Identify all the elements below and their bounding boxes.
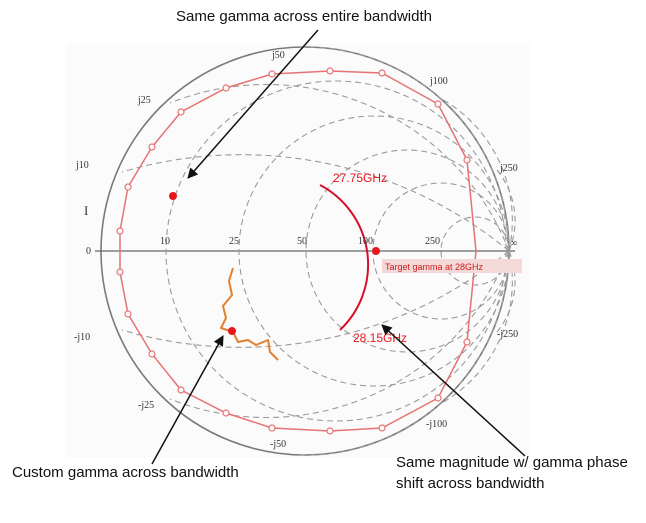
outer-gamma-markers bbox=[116, 67, 471, 435]
gamma-marker bbox=[378, 69, 386, 77]
callout-same-gamma: Same gamma across entire bandwidth bbox=[176, 8, 432, 25]
gamma-marker bbox=[124, 183, 132, 191]
outer-gamma-polygon bbox=[119, 70, 477, 432]
label-reactance-j100: j100 bbox=[429, 76, 448, 87]
arrow-bottom-right-callout bbox=[381, 324, 526, 457]
callout-custom-gamma: Custom gamma across bandwidth bbox=[12, 464, 239, 481]
constant-gamma-dot bbox=[169, 192, 177, 200]
phase-shift-arc bbox=[319, 184, 370, 331]
constant-gamma-trace bbox=[116, 67, 477, 435]
gamma-marker bbox=[124, 310, 132, 318]
arrow-bottom-left-callout bbox=[151, 335, 224, 465]
reactance-arc-j10 bbox=[121, 154, 510, 252]
marker-indicator: I bbox=[84, 203, 88, 218]
label-reactance-neg-j25: -j25 bbox=[138, 400, 154, 411]
reactance-arc-j100 bbox=[439, 97, 513, 252]
label-resistance-10: 10 bbox=[160, 236, 170, 247]
gamma-marker bbox=[177, 386, 185, 394]
gamma-marker bbox=[148, 350, 156, 358]
reactance-arc-neg-j50 bbox=[299, 250, 510, 456]
label-resistance-50: 50 bbox=[297, 236, 307, 247]
target-gamma-label: Target gamma at 28GHz bbox=[385, 262, 484, 272]
callout-phase-shift: Same magnitude w/ gamma phase shift acro… bbox=[396, 454, 628, 492]
arrow-top-callout bbox=[187, 29, 319, 179]
gamma-marker bbox=[268, 424, 276, 432]
gamma-marker bbox=[222, 84, 230, 92]
label-reactance-neg-j100: -j100 bbox=[426, 419, 447, 430]
custom-gamma-dot bbox=[228, 327, 236, 335]
gamma-marker bbox=[463, 156, 471, 164]
label-resistance-250: 250 bbox=[425, 236, 440, 247]
label-reactance-neg-j50: -j50 bbox=[270, 439, 286, 450]
gamma-marker bbox=[326, 427, 334, 435]
gamma-marker bbox=[116, 268, 124, 276]
label-resistance-0: 0 bbox=[86, 246, 91, 257]
resistance-circle-10 bbox=[165, 80, 507, 422]
gamma-marker bbox=[463, 338, 471, 346]
reactance-arc-neg-j100 bbox=[439, 250, 513, 405]
freq-start-label: 27.75GHz bbox=[333, 171, 387, 185]
reactance-arc-j50 bbox=[299, 46, 510, 252]
gamma-marker bbox=[378, 424, 386, 432]
target-label-box bbox=[382, 259, 522, 273]
resistance-circle-50 bbox=[305, 149, 509, 353]
label-reactance-j10: j10 bbox=[75, 160, 89, 171]
gamma-marker bbox=[326, 67, 334, 75]
gamma-marker bbox=[434, 394, 442, 402]
reactance-arc-neg-j10 bbox=[121, 250, 510, 348]
label-resistance-25: 25 bbox=[229, 236, 239, 247]
gamma-marker bbox=[268, 70, 276, 78]
gamma-marker bbox=[116, 227, 124, 235]
label-reactance-j50: j50 bbox=[271, 50, 285, 61]
reactance-arc-j250 bbox=[496, 169, 516, 252]
target-gamma-dot bbox=[372, 247, 380, 255]
gamma-marker bbox=[148, 143, 156, 151]
label-resistance-infinity: ∞ bbox=[510, 238, 517, 249]
reactance-arc-neg-j250 bbox=[496, 250, 516, 333]
label-resistance-100: 100 bbox=[358, 236, 373, 247]
gamma-marker bbox=[222, 409, 230, 417]
freq-end-label: 28.15GHz bbox=[353, 331, 407, 345]
gamma-marker bbox=[177, 108, 185, 116]
label-reactance-j250: j250 bbox=[499, 163, 518, 174]
label-reactance-neg-j10: -j10 bbox=[74, 332, 90, 343]
label-reactance-neg-j250: -j250 bbox=[497, 329, 518, 340]
label-reactance-j25: j25 bbox=[137, 95, 151, 106]
gamma-marker bbox=[434, 100, 442, 108]
